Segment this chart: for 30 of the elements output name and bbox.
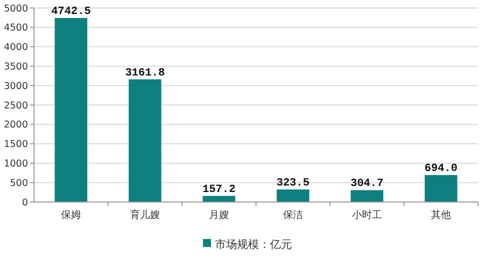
y-tick-label: 1500 — [4, 139, 28, 150]
bar — [128, 79, 162, 202]
y-tick-label: 500 — [10, 178, 28, 189]
y-tick-label: 1000 — [4, 158, 28, 170]
y-tick-label: 4500 — [4, 22, 28, 34]
x-tick-label: 保洁 — [283, 209, 303, 221]
y-tick-label: 3000 — [4, 80, 28, 92]
text: 4742.5 — [51, 6, 91, 18]
x-tick-label: 其他 — [431, 209, 451, 221]
y-tick-label: 5000 — [4, 3, 28, 14]
x-tick-label: 小时工 — [352, 209, 382, 221]
y-tick-label: 4000 — [4, 42, 28, 54]
x-tick-label: 月嫂 — [209, 210, 229, 221]
y-tick-label: 2000 — [4, 120, 28, 131]
bar — [202, 196, 236, 202]
bar — [54, 18, 88, 202]
x-tick-label: 保姆 — [61, 210, 81, 221]
y-tick-label: 3500 — [4, 62, 28, 73]
legend-label: 市场规模：亿元 — [215, 238, 292, 251]
x-tick-label: 育儿嫂 — [130, 209, 160, 221]
y-tick-label: 2500 — [4, 100, 28, 112]
bar — [424, 175, 458, 202]
bar — [276, 189, 310, 202]
text: 3161.8 — [125, 67, 165, 80]
text: 304.7 — [350, 178, 384, 190]
text: 323.5 — [276, 177, 310, 190]
bar — [350, 190, 384, 202]
text: 157.2 — [202, 184, 236, 196]
text: 694.0 — [424, 163, 458, 176]
y-tick-label: 0 — [22, 197, 28, 208]
